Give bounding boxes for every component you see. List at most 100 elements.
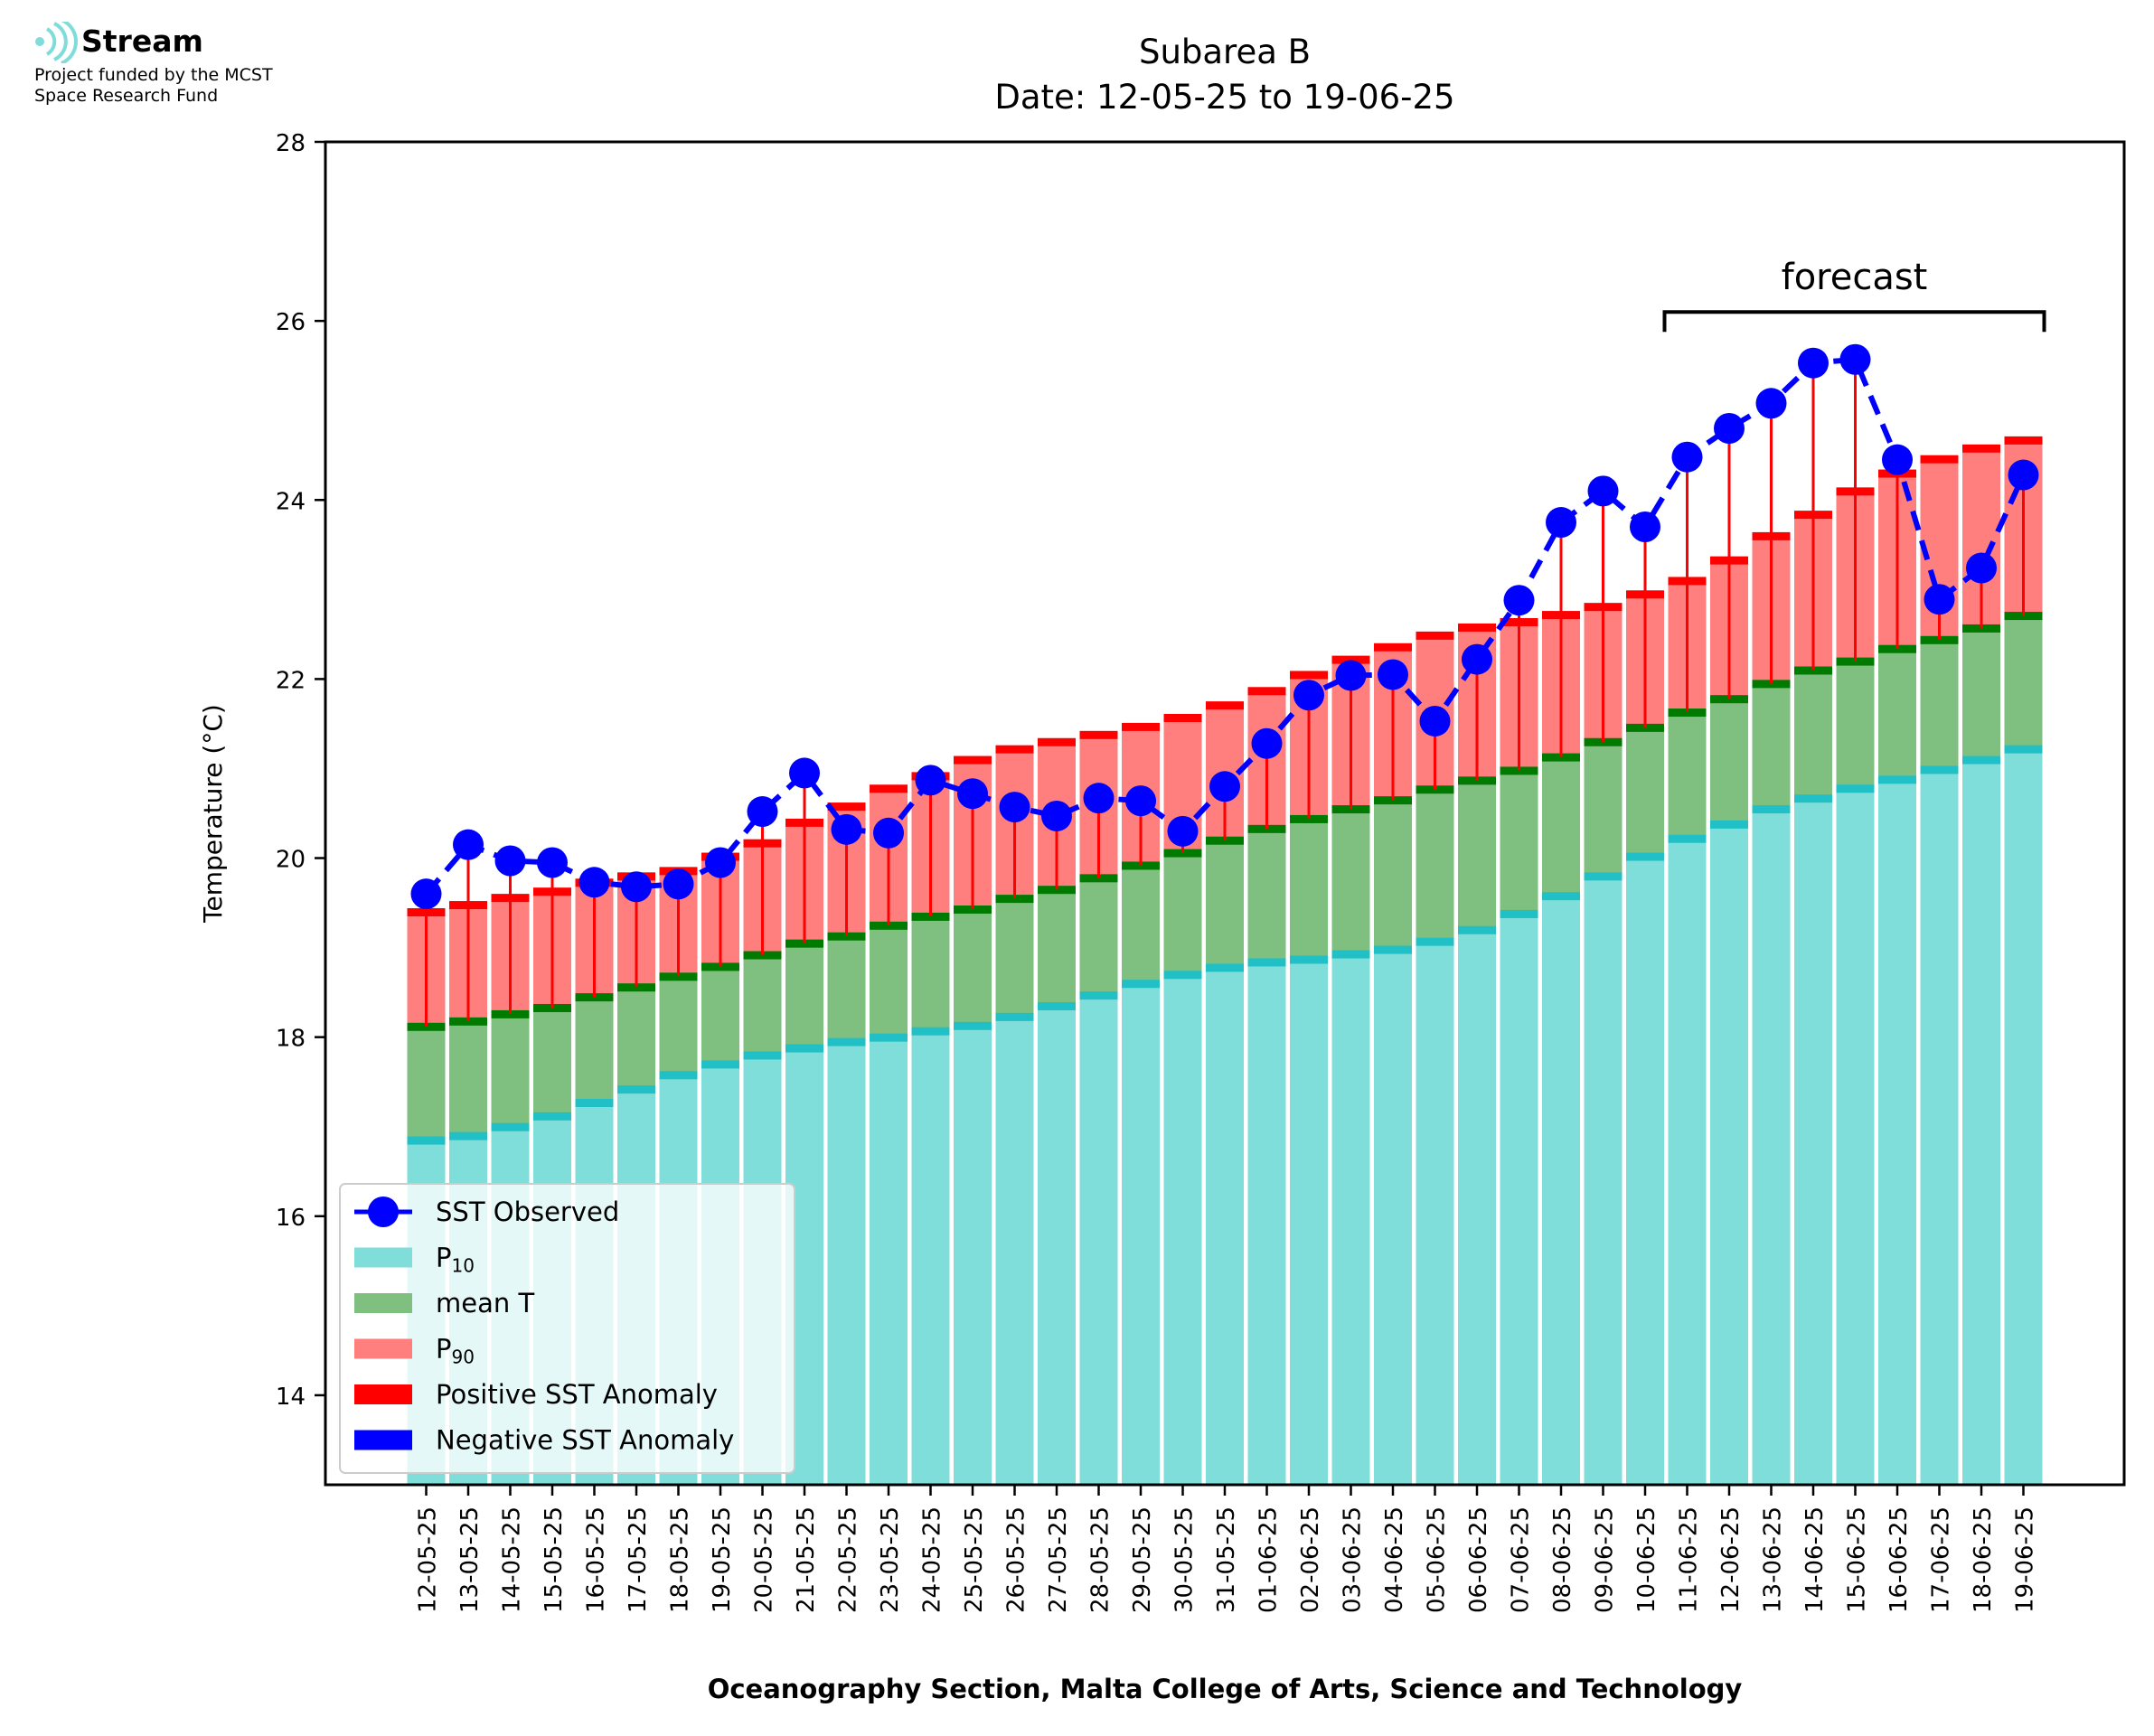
x-tick-label: 19-05-25	[709, 1506, 736, 1613]
mean-marker	[743, 951, 782, 960]
mean-bar	[1247, 828, 1286, 962]
mean-bar	[1416, 789, 1454, 942]
mean-marker	[617, 983, 655, 992]
mean-marker	[1500, 766, 1538, 775]
sst-observed-point	[1714, 413, 1745, 445]
sst-observed-point	[1546, 507, 1576, 539]
p10-bar	[1038, 1005, 1076, 1485]
forecast-bracket	[1662, 310, 2046, 333]
mean-marker	[1416, 785, 1454, 794]
p90-marker	[1079, 730, 1118, 739]
mean-bar	[1079, 877, 1118, 996]
x-tick-label: 27-05-25	[1045, 1506, 1072, 1613]
logo-name: Stream	[81, 23, 203, 59]
sst-observed-point	[873, 817, 904, 849]
p90-marker	[1920, 455, 1959, 464]
y-tick-label: 26	[276, 309, 306, 336]
p10-bar	[1290, 959, 1328, 1485]
legend-swatch	[354, 1338, 412, 1359]
p10-marker	[1542, 892, 1580, 901]
mean-marker	[1374, 796, 1412, 805]
x-tick-label: 20-05-25	[751, 1506, 778, 1613]
sst-observed-point	[1755, 388, 1787, 419]
mean-bar	[743, 954, 782, 1056]
legend-label: Positive SST Anomaly	[436, 1379, 718, 1410]
p90-marker	[1962, 444, 2000, 453]
p90-marker	[1206, 701, 1244, 710]
mean-marker	[1752, 680, 1791, 689]
legend-swatch	[354, 1293, 412, 1313]
mean-bar	[1794, 670, 1832, 799]
x-tick-label: 30-05-25	[1171, 1506, 1199, 1613]
p10-marker	[1290, 955, 1328, 964]
p10-bar	[1206, 967, 1244, 1485]
x-tick-label: 23-05-25	[877, 1506, 904, 1613]
mean-marker	[1290, 814, 1328, 823]
mean-bar	[575, 997, 614, 1103]
p10-marker	[1038, 1001, 1076, 1010]
mean-marker	[870, 921, 908, 930]
sst-observed-point	[1839, 343, 1871, 375]
p10-bar	[1920, 769, 1959, 1485]
sst-observed-point	[1798, 347, 1829, 379]
x-tick-label: 14-06-25	[1801, 1506, 1829, 1613]
legend-point-swatch	[368, 1196, 399, 1227]
mean-bar	[701, 966, 739, 1065]
legend-label: mean T	[436, 1288, 534, 1318]
mean-bar	[1710, 699, 1748, 824]
p10-marker	[1962, 755, 2000, 765]
p10-marker	[575, 1098, 614, 1107]
p10-marker	[1416, 937, 1454, 946]
p10-marker	[1836, 784, 1875, 793]
x-tick-label: 03-06-25	[1340, 1506, 1367, 1613]
mean-marker	[449, 1017, 487, 1026]
sst-observed-point	[705, 847, 736, 878]
y-tick-label: 14	[276, 1384, 306, 1411]
sst-observed-point	[621, 871, 652, 903]
sst-observed-point	[410, 878, 442, 910]
x-tick-label: 12-06-25	[1717, 1506, 1745, 1613]
mean-bar	[1331, 809, 1370, 954]
x-tick-label: 07-06-25	[1508, 1506, 1535, 1613]
p10-marker	[785, 1044, 823, 1053]
mean-bar	[1584, 741, 1623, 877]
p90-marker	[995, 745, 1034, 754]
p10-marker	[1710, 820, 1748, 829]
x-tick-label: 12-05-25	[415, 1506, 442, 1613]
mean-bar	[1122, 865, 1160, 984]
p10-bar	[1794, 798, 1832, 1485]
funding-line-1: Project funded by the MCST	[34, 65, 273, 85]
y-tick-label: 18	[276, 1026, 306, 1053]
x-tick-label: 15-06-25	[1844, 1506, 1871, 1613]
sst-observed-point	[1378, 659, 1408, 690]
p10-bar	[827, 1041, 866, 1485]
x-tick-label: 14-05-25	[499, 1506, 526, 1613]
mean-marker	[1626, 723, 1664, 732]
sst-observed-point	[1671, 441, 1703, 473]
p10-marker	[1626, 852, 1664, 861]
x-tick-label: 16-06-25	[1886, 1506, 1913, 1613]
p90-marker	[2004, 436, 2043, 445]
x-tick-label: 11-06-25	[1676, 1506, 1703, 1613]
funding-line-2: Space Research Fund	[34, 86, 219, 106]
p10-bar	[1584, 876, 1623, 1485]
p10-marker	[617, 1085, 655, 1094]
p10-marker	[827, 1037, 866, 1046]
mean-marker	[1038, 886, 1076, 895]
sst-observed-point	[1041, 800, 1072, 831]
mean-bar	[911, 915, 950, 1031]
x-tick-label: 17-05-25	[625, 1506, 652, 1613]
mean-bar	[617, 987, 655, 1090]
p10-bar	[1247, 962, 1286, 1485]
p10-bar	[911, 1030, 950, 1485]
sst-observed-point	[1882, 444, 1913, 475]
p10-bar	[1079, 995, 1118, 1485]
mean-bar	[1163, 852, 1202, 975]
x-tick-label: 22-05-25	[835, 1506, 862, 1613]
stream-logo-icon	[35, 22, 78, 63]
p10-marker	[407, 1136, 446, 1145]
p10-marker	[1331, 950, 1370, 959]
mean-marker	[1542, 753, 1580, 762]
x-tick-label: 08-06-25	[1549, 1506, 1576, 1613]
p10-marker	[1668, 834, 1707, 843]
